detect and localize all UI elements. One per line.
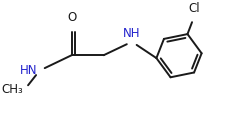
Text: NH: NH — [123, 27, 140, 40]
Text: HN: HN — [20, 64, 37, 77]
Text: Cl: Cl — [188, 2, 199, 15]
Text: O: O — [67, 11, 76, 25]
Text: CH₃: CH₃ — [2, 83, 23, 96]
